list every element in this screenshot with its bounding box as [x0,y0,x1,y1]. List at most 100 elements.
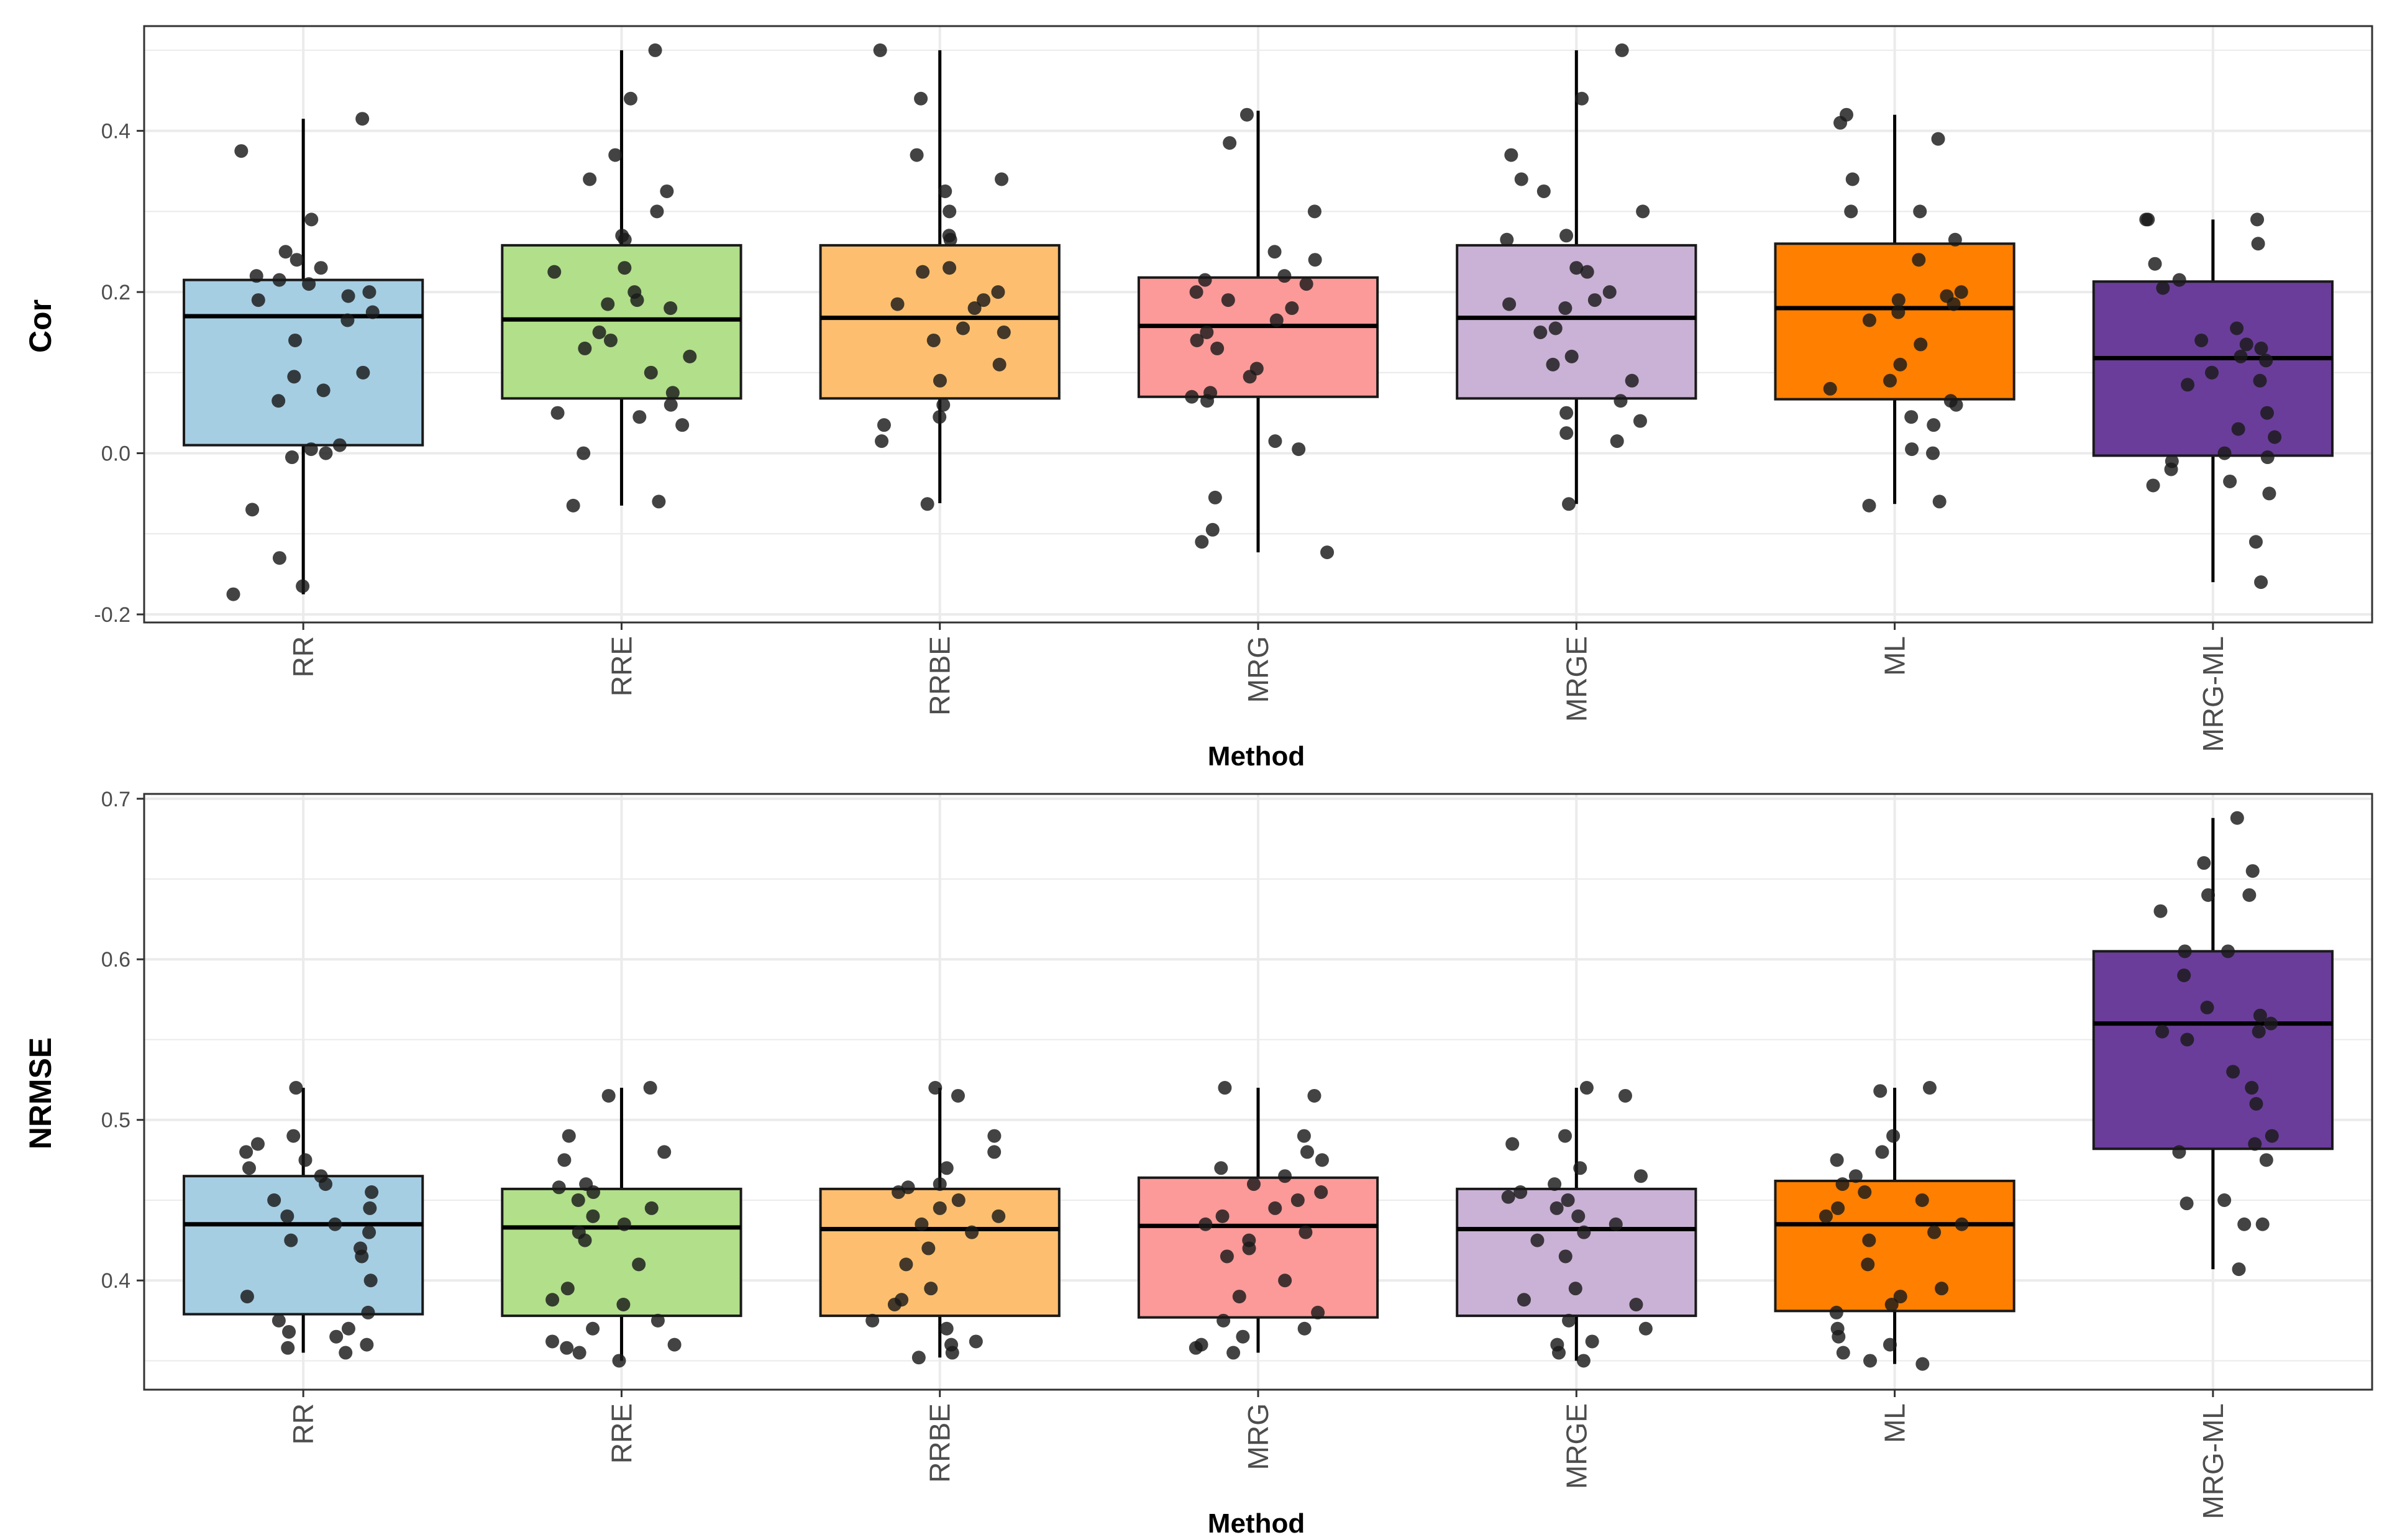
data-point [319,446,333,460]
data-point [586,1209,600,1223]
data-point [1848,1169,1863,1183]
data-point [926,333,941,347]
data-point [887,1298,902,1311]
data-point [2180,1196,2194,1211]
data-point [1562,497,1576,511]
data-point [1891,305,1906,319]
data-point [1845,172,1860,186]
data-point [242,1161,257,1175]
data-point [272,1313,286,1328]
data-point [332,438,347,452]
x-tick-label-mrg-ml: MRG-ML [2197,636,2229,752]
data-point [578,341,592,355]
data-point [550,406,565,420]
data-point [2180,1032,2194,1047]
data-point [355,112,370,126]
data-point [562,1129,576,1143]
data-point [618,232,632,247]
data-point [1311,1305,1325,1319]
data-point [2231,422,2245,436]
data-point [1269,313,1284,327]
data-point [282,1324,296,1339]
data-point [360,1337,374,1352]
data-point [1215,1209,1230,1223]
data-point [1955,1217,1969,1231]
nrmse-x-axis-title: Method [1208,1508,1305,1539]
data-point [1829,1305,1843,1319]
data-point [1836,1346,1850,1360]
data-point [1246,1177,1261,1191]
data-point [1514,172,1528,186]
data-point [1559,229,1574,243]
data-point [560,1282,575,1296]
data-point [1536,184,1551,198]
data-point [601,297,615,311]
data-point [1561,1193,1575,1207]
data-point [2197,856,2211,870]
data-point [644,365,658,380]
data-point [1638,1321,1653,1336]
data-point [1307,1088,1322,1103]
data-point [1564,349,1579,363]
data-point [1609,1217,1623,1231]
data-point [1914,337,1928,352]
cor-x-ticks: RR RRE RRBE MRG MRGE ML MRG-ML [287,622,2229,752]
data-point [995,172,1009,186]
data-point [566,498,580,513]
data-point [304,212,319,227]
data-point [1568,1282,1582,1296]
data-point [1873,1084,1888,1098]
data-point [587,1185,601,1200]
data-point [1830,1153,1844,1167]
cor-panel: -0.2 0.0 0.2 0.4 RR RRE RRBE MRG MRGE ML MRG-ML C… [23,25,2373,772]
data-point [933,1177,947,1191]
data-point [1548,1177,1562,1191]
data-point [287,370,301,384]
data-point [280,1209,294,1223]
data-point [965,1225,979,1239]
data-point [328,1217,342,1231]
data-point [967,301,982,316]
x-tick-label-mrg: MRG [1242,1403,1274,1470]
data-point [991,285,1005,299]
data-point [1922,1081,1937,1095]
cor-x-axis-title: Method [1208,741,1305,772]
data-point [281,1341,295,1355]
data-point [1634,1169,1648,1183]
box-mrge [1456,1187,1697,1318]
data-point [1308,253,1322,267]
data-point [545,1334,559,1349]
data-point [951,1193,965,1207]
x-tick-label-rr: RR [287,636,319,677]
data-point [939,1161,954,1175]
data-point [1558,1249,1573,1264]
data-point [267,1193,281,1207]
data-point [617,1217,631,1231]
data-point [2148,257,2162,271]
data-point [1504,148,1518,162]
data-point [586,1321,600,1336]
data-point [660,184,674,198]
data-point [2251,237,2265,251]
data-point [592,325,606,339]
data-point [1243,370,1257,384]
data-point [1904,410,1919,424]
data-point [933,410,947,424]
x-tick-label-mrge: MRGE [1560,1403,1592,1489]
data-point [943,204,957,219]
data-point [892,1185,906,1200]
data-point [1893,357,1907,371]
data-point [1502,297,1517,311]
data-point [249,269,263,283]
data-point [987,1145,1002,1159]
data-point [1577,1225,1591,1239]
data-point [557,1153,572,1167]
data-point [1883,1337,1897,1352]
data-point [630,293,644,308]
data-point [652,494,666,509]
data-point [1530,1233,1545,1247]
data-point [1615,43,1629,57]
data-point [916,265,930,279]
data-point [2172,1145,2186,1159]
data-point [226,587,240,601]
